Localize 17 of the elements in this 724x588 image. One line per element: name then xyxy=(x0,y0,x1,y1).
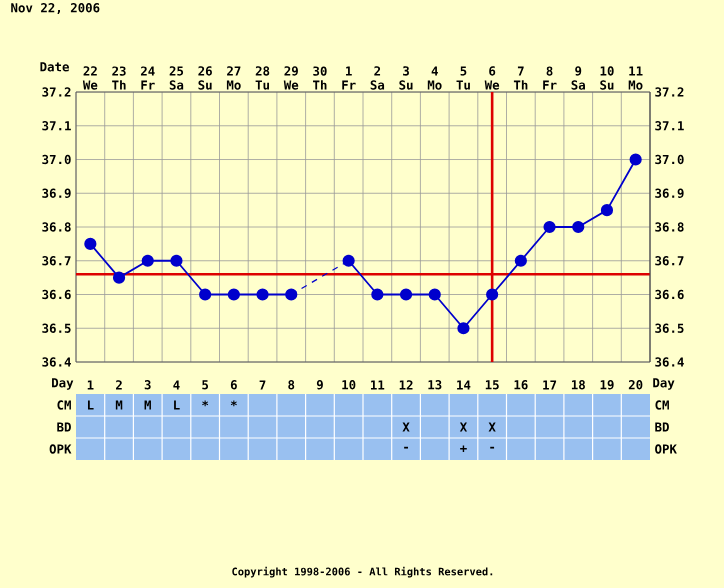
point xyxy=(428,288,441,301)
point xyxy=(199,288,212,301)
point xyxy=(486,288,499,301)
point xyxy=(514,254,527,267)
point xyxy=(600,204,614,217)
point xyxy=(112,271,126,284)
point xyxy=(629,153,642,166)
point xyxy=(371,288,384,301)
point xyxy=(399,288,413,301)
point xyxy=(543,220,556,234)
point xyxy=(256,288,269,301)
point xyxy=(457,322,470,335)
point xyxy=(170,254,183,267)
point xyxy=(227,288,240,301)
point xyxy=(572,220,585,234)
point xyxy=(84,237,97,250)
point xyxy=(141,254,154,267)
